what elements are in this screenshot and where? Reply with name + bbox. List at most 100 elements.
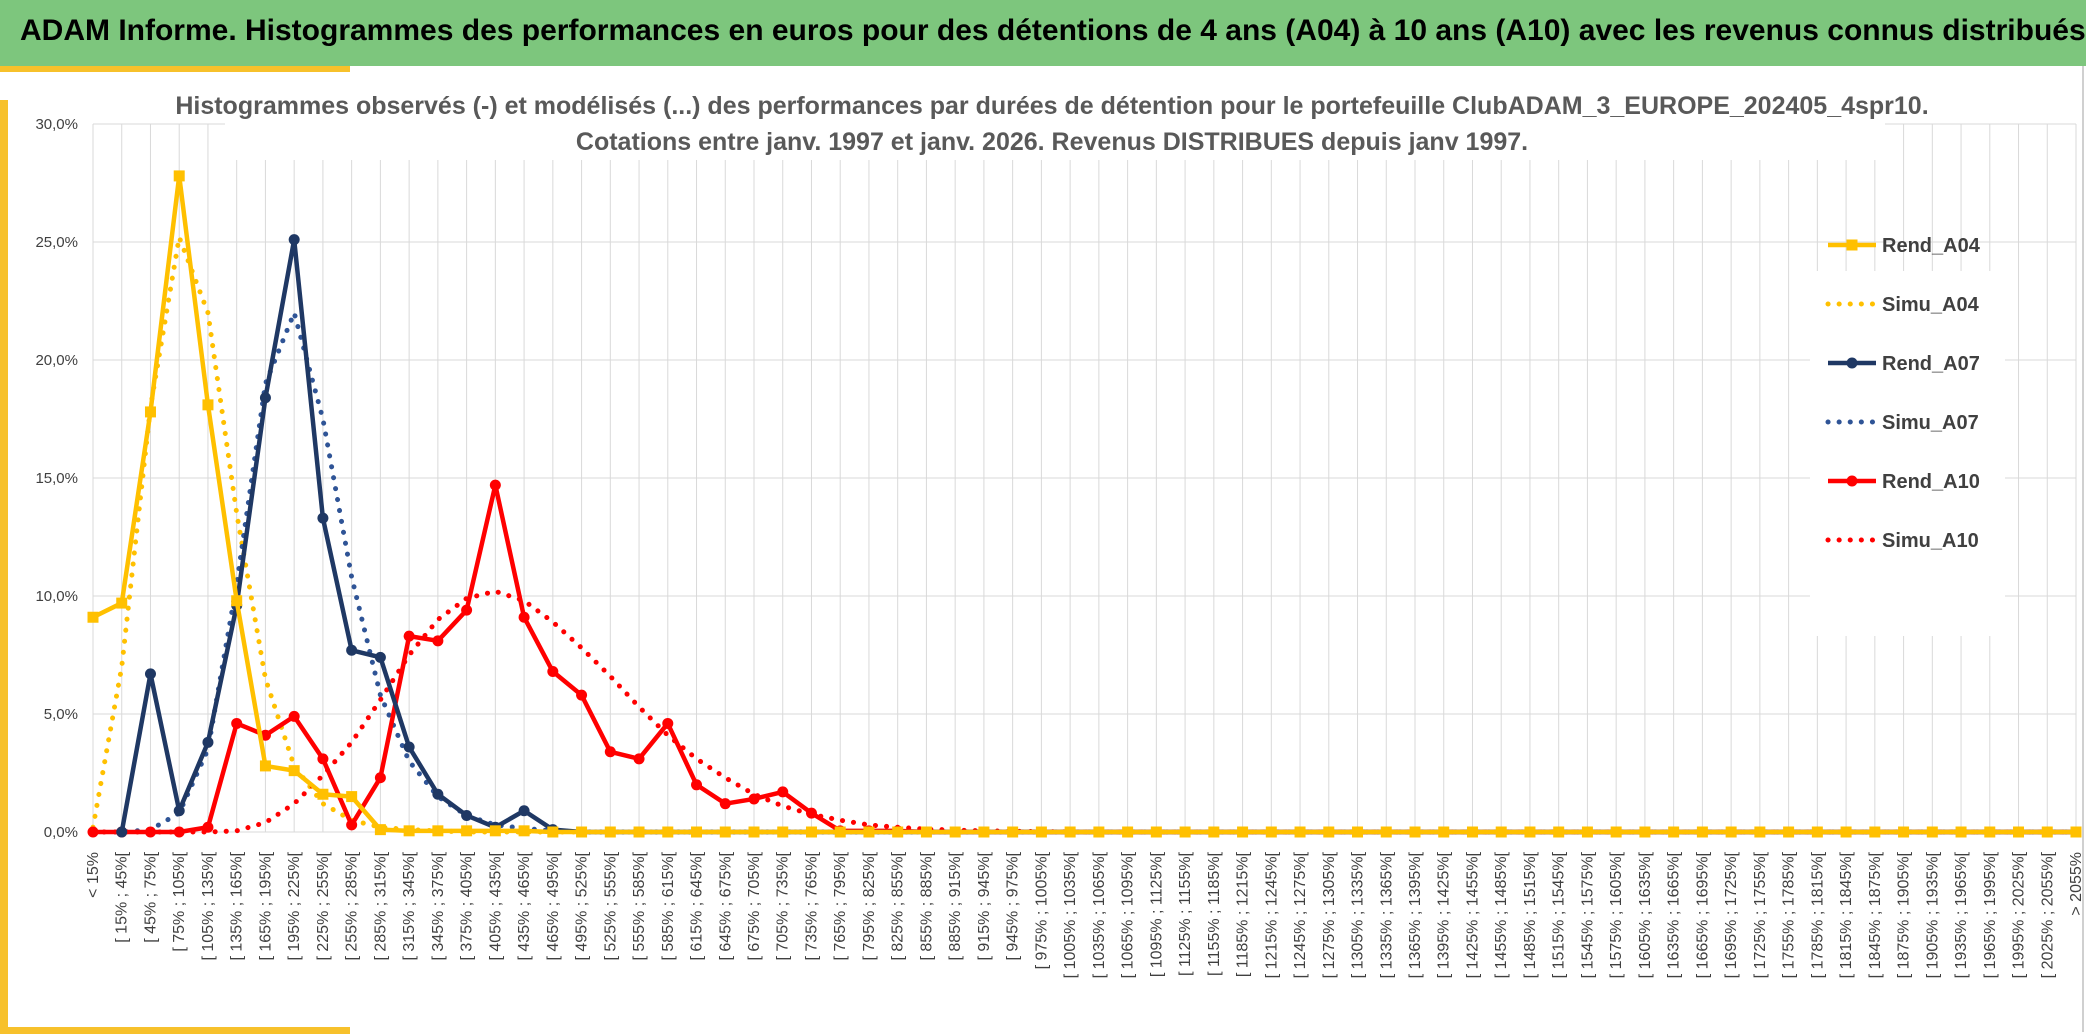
data-point: [1409, 826, 1421, 838]
legend-item-Simu_A10: Simu_A10: [1825, 530, 1979, 552]
data-point: [1265, 826, 1277, 838]
data-point: [662, 826, 674, 838]
data-point: [317, 788, 329, 800]
data-point: [777, 826, 789, 838]
x-tick-label: [ 1185% ; 1215%[: [1235, 851, 1252, 977]
data-point: [489, 825, 501, 837]
data-point: [1553, 826, 1565, 838]
data-point: [1984, 826, 1996, 838]
y-tick-label: 25,0%: [35, 234, 78, 251]
data-point: [547, 666, 559, 678]
data-point: [1007, 826, 1019, 838]
data-point: [1898, 826, 1910, 838]
data-point: [346, 819, 358, 831]
x-tick-label: [ 225% ; 255%[: [315, 851, 332, 960]
data-point: [662, 717, 674, 729]
x-tick-label: [ 1575% ; 1605%[: [1608, 851, 1625, 978]
data-point: [949, 826, 961, 838]
data-point: [403, 825, 415, 837]
x-tick-label: [ 1365% ; 1395%[: [1407, 851, 1424, 978]
x-tick-label: [ 1125% ; 1155%[: [1177, 851, 1194, 975]
x-tick-label: [ 15% ; 45%[: [114, 851, 131, 942]
data-point: [604, 746, 616, 758]
x-tick-label: [ 765% ; 795%[: [832, 851, 849, 960]
data-point: [489, 479, 501, 491]
data-point: [317, 753, 329, 765]
legend-label: Rend_A07: [1882, 353, 1980, 375]
data-point: [2013, 826, 2025, 838]
x-tick-label: [ 465% ; 495%[: [545, 851, 562, 960]
x-tick-label: [ 1725% ; 1755%[: [1752, 851, 1769, 978]
frame-accent-left: [0, 100, 8, 1034]
legend-label: Simu_A10: [1882, 530, 1979, 552]
data-point: [748, 826, 760, 838]
data-point: [231, 717, 243, 729]
legend-marker: [1846, 239, 1858, 251]
legend-item-Simu_A07: Simu_A07: [1825, 412, 1979, 434]
data-point: [2041, 826, 2053, 838]
data-point: [1524, 826, 1536, 838]
legend-marker: [1846, 357, 1858, 369]
data-point: [1955, 826, 1967, 838]
x-tick-label: [ 1965% ; 1995%[: [1982, 851, 1999, 978]
data-point: [576, 689, 588, 701]
x-tick-label: [ 255% ; 285%[: [344, 851, 361, 960]
x-tick-label: [ 45% ; 75%[: [142, 851, 159, 942]
data-point: [1323, 826, 1335, 838]
x-tick-label: [ 375% ; 405%[: [459, 851, 476, 960]
y-tick-label: 15,0%: [35, 470, 78, 487]
x-tick-label: [ 105% ; 135%[: [200, 851, 217, 960]
data-point: [1869, 826, 1881, 838]
data-point: [691, 779, 703, 791]
x-tick-label: [ 1905% ; 1935%[: [1924, 851, 1941, 978]
x-tick-label: [ 1245% ; 1275%[: [1292, 851, 1309, 978]
data-point: [978, 826, 990, 838]
series-line-Simu_A04: [90, 234, 2079, 835]
data-point: [518, 611, 530, 623]
grid-lines: [92, 123, 2077, 833]
legend-label: Rend_A10: [1882, 471, 1980, 493]
data-point: [1093, 826, 1105, 838]
x-tick-label: [ 315% ; 345%[: [401, 851, 418, 960]
x-tick-label: [ 495% ; 525%[: [574, 851, 591, 960]
x-tick-label: [ 195% ; 225%[: [286, 851, 303, 960]
x-tick-label: [ 405% ; 435%[: [487, 851, 504, 960]
x-tick-label: [ 1305% ; 1335%[: [1350, 851, 1367, 978]
x-tick-label: [ 1155% ; 1185%[: [1206, 851, 1223, 975]
x-tick-label: [ 1455% ; 1485%[: [1493, 851, 1510, 978]
data-point: [805, 826, 817, 838]
data-point: [288, 234, 300, 246]
x-tick-label: [ 1335% ; 1365%[: [1378, 851, 1395, 978]
x-tick-label: [ 1875% ; 1905%[: [1896, 851, 1913, 978]
data-point: [719, 826, 731, 838]
x-tick-label: > 2055%: [2068, 852, 2085, 916]
data-point: [547, 826, 559, 838]
data-point: [1668, 826, 1680, 838]
data-point: [116, 826, 128, 838]
series-line-Simu_A07: [90, 310, 2079, 835]
data-point: [719, 798, 731, 810]
data-point: [259, 760, 271, 772]
x-tick-label: [ 1275% ; 1305%[: [1321, 851, 1338, 978]
x-tick-label: [ 975% ; 1005%[: [1033, 851, 1050, 969]
series-Rend_A04: [87, 170, 2082, 838]
line-chart: 0,0% 5,0% 10,0% 15,0% 20,0% 25,0% 30,0% < 15% […: [35, 86, 2085, 978]
data-point: [1150, 826, 1162, 838]
data-point: [920, 826, 932, 838]
data-point: [863, 826, 875, 838]
series-Rend_A10: [87, 479, 2082, 838]
x-tick-label: [ 915% ; 945%[: [976, 851, 993, 960]
data-point: [518, 825, 530, 837]
data-point: [1352, 826, 1364, 838]
data-point: [691, 826, 703, 838]
data-point: [461, 809, 473, 821]
data-point: [144, 826, 156, 838]
data-point: [173, 170, 185, 182]
y-tick-label: 20,0%: [35, 352, 78, 369]
data-point: [432, 788, 444, 800]
data-point: [202, 736, 214, 748]
x-tick-label: [ 735% ; 765%[: [803, 851, 820, 960]
data-point: [1926, 826, 1938, 838]
data-point: [374, 772, 386, 784]
series-line-Rend_A10: [93, 482, 2076, 835]
